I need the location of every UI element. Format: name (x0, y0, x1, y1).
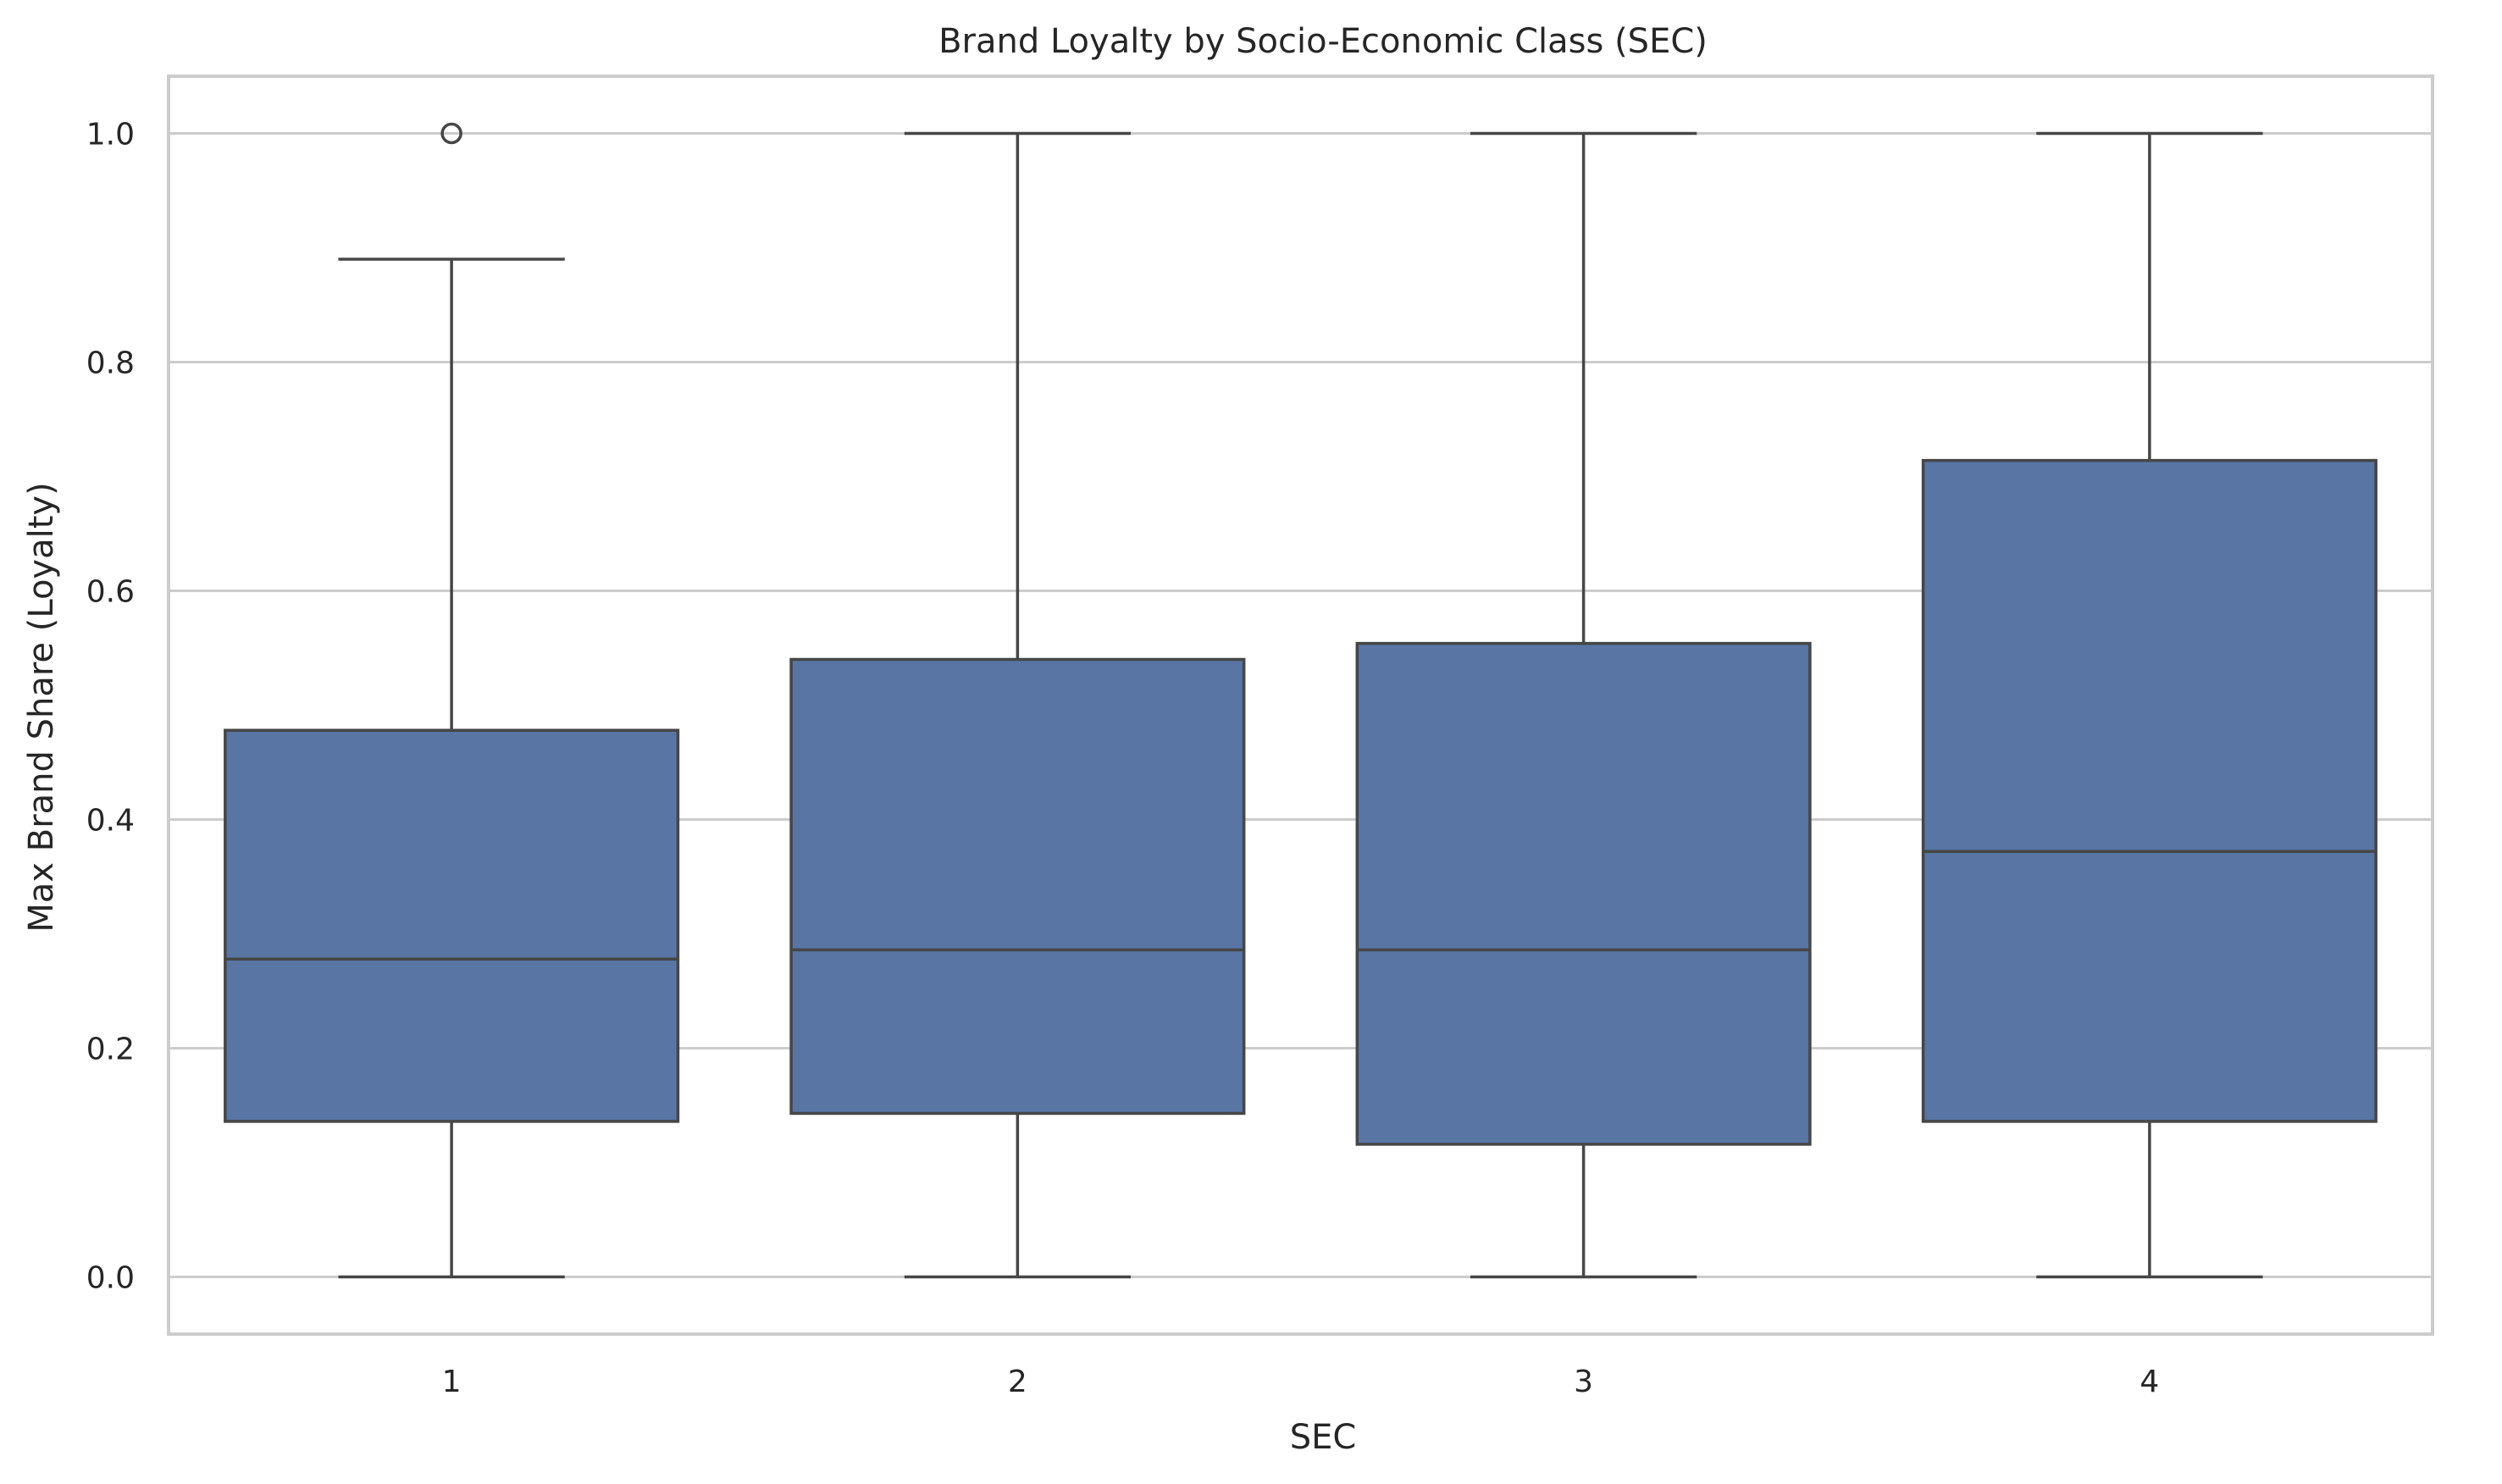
chart-title: Brand Loyalty by Socio-Economic Class (S… (938, 22, 1708, 61)
iqr-box (789, 657, 1246, 1116)
y-tick-label: 0.0 (86, 1261, 135, 1296)
plot-frame (167, 75, 2434, 1336)
x-tick-label: 3 (1574, 1365, 1593, 1399)
y-tick-labels: 0.0 0.2 0.4 0.6 0.8 1.0 (86, 118, 135, 1296)
y-tick-label: 1.0 (86, 118, 135, 152)
box-group-sec-2 (789, 131, 1246, 1279)
box-group-sec-4 (1921, 131, 2377, 1279)
x-tick-label: 4 (2139, 1365, 2159, 1399)
y-tick-label: 0.6 (86, 575, 135, 610)
x-tick-label: 2 (1008, 1365, 1027, 1399)
outlier-point (440, 122, 462, 145)
iqr-box (224, 728, 680, 1123)
box-group-sec-3 (1355, 131, 1812, 1279)
x-axis-label: SEC (1290, 1418, 1357, 1457)
x-tick-label: 1 (442, 1365, 462, 1399)
y-axis-label: Max Brand Share (Loyalty) (22, 482, 61, 932)
x-tick-labels: 1 2 3 4 (442, 1365, 2160, 1399)
y-tick-label: 0.8 (86, 346, 135, 381)
boxes (224, 122, 2377, 1279)
y-tick-label: 0.4 (86, 804, 135, 839)
box-group-sec-1 (224, 122, 680, 1279)
iqr-box (1355, 641, 1812, 1146)
y-tick-label: 0.2 (86, 1033, 135, 1067)
iqr-box (1921, 458, 2377, 1123)
